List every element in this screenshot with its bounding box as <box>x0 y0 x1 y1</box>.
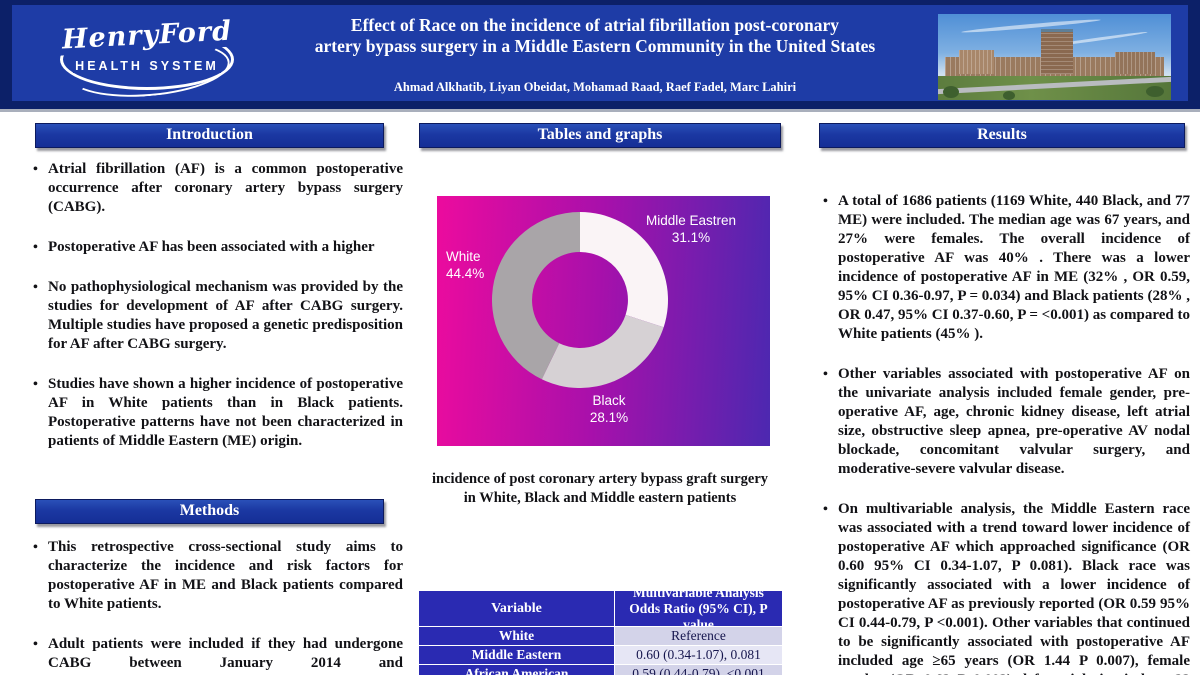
banner: HenryFord HEALTH SYSTEM Effect of Race o… <box>0 0 1200 112</box>
bullet-item: No pathophysiological mechanism was prov… <box>28 278 403 354</box>
authors-line: Ahmad Alkhatib, Liyan Obeidat, Mohamad R… <box>393 80 797 94</box>
logo-subtext: HEALTH SYSTEM <box>73 59 221 73</box>
bullet-item: Adult patients were included if they had… <box>28 635 403 673</box>
table-row-variable: African American <box>419 665 614 675</box>
results-bullet-list: A total of 1686 patients (1169 White, 44… <box>818 192 1190 675</box>
bullet-item: Studies have shown a higher incidence of… <box>28 375 403 451</box>
donut-slice-middle-eastren <box>580 212 668 328</box>
photo-building-left <box>958 50 994 75</box>
bullet-item: A total of 1686 patients (1169 White, 44… <box>818 192 1190 344</box>
photo-tree <box>1146 85 1165 97</box>
chart-label-value: 31.1% <box>671 230 711 245</box>
donut-slice-black <box>541 314 664 388</box>
chart-label-white: White 44.4% <box>446 248 484 282</box>
table-row-variable: Middle Eastern <box>419 646 614 664</box>
campus-photo-image <box>938 14 1171 100</box>
bullet-item: Other variables associated with postoper… <box>818 365 1190 479</box>
chart-caption: incidence of post coronary artery bypass… <box>415 470 785 508</box>
donut-slice-white <box>492 212 580 380</box>
donut-chart-panel: Middle Eastren 31.1% White 44.4% Black 2… <box>437 196 770 446</box>
table-row-variable: White <box>419 627 614 645</box>
bullet-item: This retrospective cross-sectional study… <box>28 538 403 614</box>
bullet-item: Atrial fibrillation (AF) is a common pos… <box>28 160 403 217</box>
table-header-analysis: Multivariable Analysis Odds Ratio (95% C… <box>615 585 782 632</box>
table-header-variable: Variable <box>419 591 614 626</box>
introduction-bullet-list: Atrial fibrillation (AF) is a common pos… <box>28 160 403 472</box>
bullet-item: On multivariable analysis, the Middle Ea… <box>818 500 1190 675</box>
henry-ford-logo: HenryFord HEALTH SYSTEM <box>58 12 236 103</box>
chart-label-text: Middle Eastren <box>645 213 737 228</box>
bullet-item: Postoperative AF has been associated wit… <box>28 238 403 257</box>
title-line-1: Effect of Race on the incidence of atria… <box>350 15 840 35</box>
table-row-value: 0.59 (0.44-0.79), <0.001 <box>615 665 782 675</box>
section-header-methods: Methods <box>35 499 384 524</box>
table-row-value: Reference <box>615 627 782 645</box>
section-header-tables-and-graphs: Tables and graphs <box>419 123 781 148</box>
photo-building-tower <box>1040 29 1074 75</box>
section-header-results: Results <box>819 123 1185 148</box>
table-row-value: 0.60 (0.34-1.07), 0.081 <box>615 646 782 664</box>
chart-label-value: 44.4% <box>446 266 485 281</box>
chart-label-text: Black <box>592 393 626 408</box>
donut-chart <box>492 212 668 388</box>
methods-bullet-list: This retrospective cross-sectional study… <box>28 538 403 675</box>
title-line-2: artery bypass surgery in a Middle Easter… <box>314 36 876 56</box>
poster-title: Effect of Race on the incidence of atria… <box>242 15 948 57</box>
chart-label-value: 28.1% <box>589 410 629 425</box>
photo-tree <box>1003 91 1016 100</box>
section-header-introduction: Introduction <box>35 123 384 148</box>
chart-caption-line-1: incidence of post coronary artery bypass… <box>432 471 768 487</box>
chart-label-text: White <box>446 249 481 264</box>
photo-tree <box>942 86 959 99</box>
chart-label-black: Black 28.1% <box>549 392 669 426</box>
chart-label-middle-eastern: Middle Eastren 31.1% <box>616 212 766 246</box>
photo-building-right <box>1115 51 1155 75</box>
odds-ratio-table: Variable Multivariable Analysis Odds Rat… <box>419 585 782 675</box>
chart-caption-line-2: in White, Black and Middle eastern patie… <box>463 490 737 506</box>
